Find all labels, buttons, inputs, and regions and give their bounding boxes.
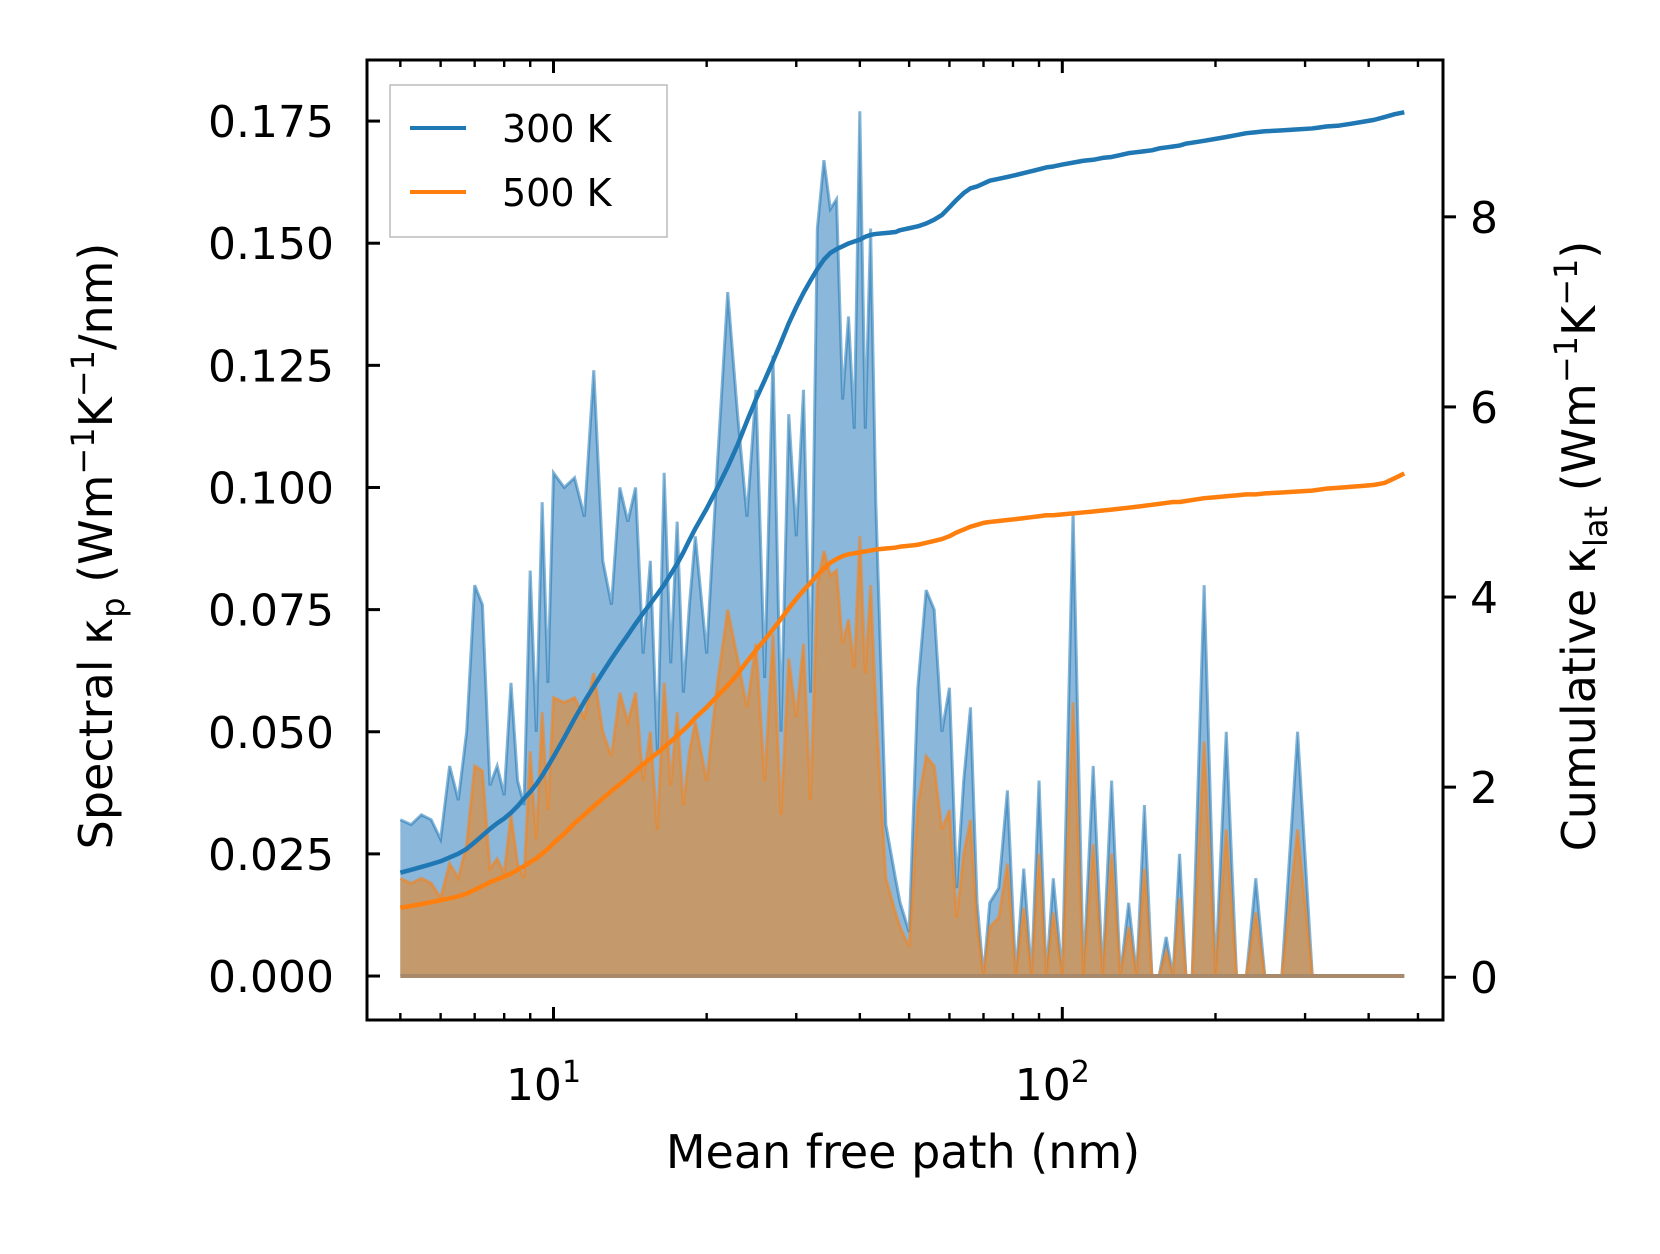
legend: 300 K 500 K bbox=[389, 84, 668, 238]
y-left-tick-label: 0.175 bbox=[208, 97, 334, 148]
y-left-tick-label: 0.075 bbox=[208, 586, 334, 637]
y-right-axis-title: Cumulative κlat (Wm−1K−1) bbox=[1547, 241, 1615, 852]
legend-box bbox=[389, 84, 668, 238]
x-tick-label-exp: 1 bbox=[562, 1055, 581, 1090]
x-axis-title: Mean free path (nm) bbox=[666, 1125, 1140, 1179]
plot-frame bbox=[365, 58, 1445, 1022]
y-right-tick-label: 0 bbox=[1470, 953, 1498, 1004]
axes: 101 1020.0000.0250.0500.0750.1000.1250.15… bbox=[208, 58, 1498, 1111]
cumulative-line-500k bbox=[399, 471, 1406, 911]
y-left-tick-label: 0.050 bbox=[208, 708, 334, 759]
y-left-axis-title: Spectral κp (Wm−1K−1/nm) bbox=[64, 243, 132, 850]
x-tick-label-base: 10 bbox=[1015, 1060, 1071, 1111]
x-tick-label-exp: 2 bbox=[1071, 1055, 1090, 1090]
y-right-tick-label: 2 bbox=[1470, 763, 1498, 814]
spectral-outline-500k bbox=[399, 536, 1405, 978]
y-left-tick-label: 0.125 bbox=[208, 341, 334, 392]
x-tick-label: 101 bbox=[506, 1055, 581, 1111]
cumulative-line-300k bbox=[399, 110, 1405, 875]
legend-label-500k: 500 K bbox=[502, 171, 613, 215]
y-right-tick-label: 8 bbox=[1470, 193, 1498, 244]
x-tick-label-base: 10 bbox=[506, 1060, 562, 1111]
y-left-tick-label: 0.000 bbox=[208, 952, 334, 1003]
y-left-tick-label: 0.025 bbox=[208, 830, 334, 881]
x-tick-label: 102 bbox=[1015, 1055, 1090, 1111]
y-right-tick-label: 6 bbox=[1470, 383, 1498, 434]
spectral-area-500k bbox=[400, 536, 1405, 977]
y-left-tick-label: 0.100 bbox=[208, 463, 334, 514]
y-left-tick-label: 0.150 bbox=[208, 219, 334, 270]
y-right-tick-label: 4 bbox=[1470, 573, 1498, 624]
plot-area bbox=[399, 110, 1406, 979]
legend-label-300k: 300 K bbox=[502, 107, 613, 151]
